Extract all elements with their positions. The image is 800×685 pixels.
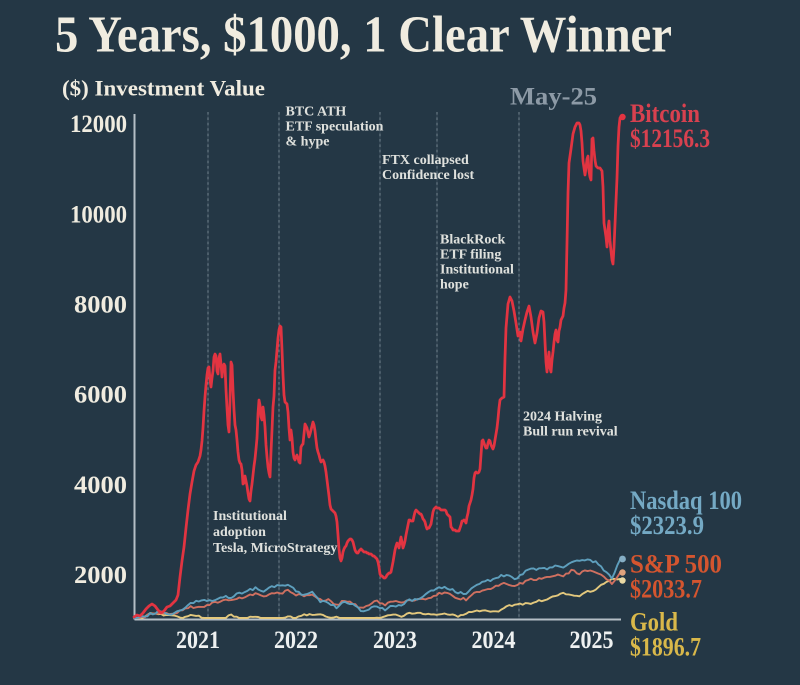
svg-text:S&P 500: S&P 500 [630, 550, 722, 579]
svg-text:5 Years, $1000, 1 Clear Winner: 5 Years, $1000, 1 Clear Winner [55, 7, 672, 64]
svg-text:4000: 4000 [74, 472, 127, 499]
svg-text:Gold: Gold [630, 608, 678, 637]
svg-text:2024: 2024 [472, 627, 516, 654]
svg-text:2021: 2021 [176, 627, 220, 654]
svg-text:$2033.7: $2033.7 [630, 575, 702, 604]
svg-text:$1896.7: $1896.7 [630, 633, 701, 662]
svg-text:8000: 8000 [74, 292, 127, 319]
svg-text:May-25: May-25 [510, 84, 597, 111]
svg-text:2023: 2023 [373, 627, 417, 654]
svg-text:$2323.9: $2323.9 [630, 511, 704, 540]
svg-text:2022: 2022 [274, 627, 318, 654]
svg-text:($) Investment Value: ($) Investment Value [62, 76, 265, 101]
svg-text:Bitcoin: Bitcoin [630, 99, 700, 128]
svg-text:2025: 2025 [570, 627, 614, 654]
svg-text:$12156.3: $12156.3 [630, 124, 710, 153]
svg-text:Nasdaq 100: Nasdaq 100 [630, 486, 742, 515]
svg-text:10000: 10000 [70, 201, 127, 228]
svg-text:2000: 2000 [74, 562, 127, 589]
svg-text:6000: 6000 [74, 382, 127, 409]
svg-text:12000: 12000 [70, 111, 127, 138]
